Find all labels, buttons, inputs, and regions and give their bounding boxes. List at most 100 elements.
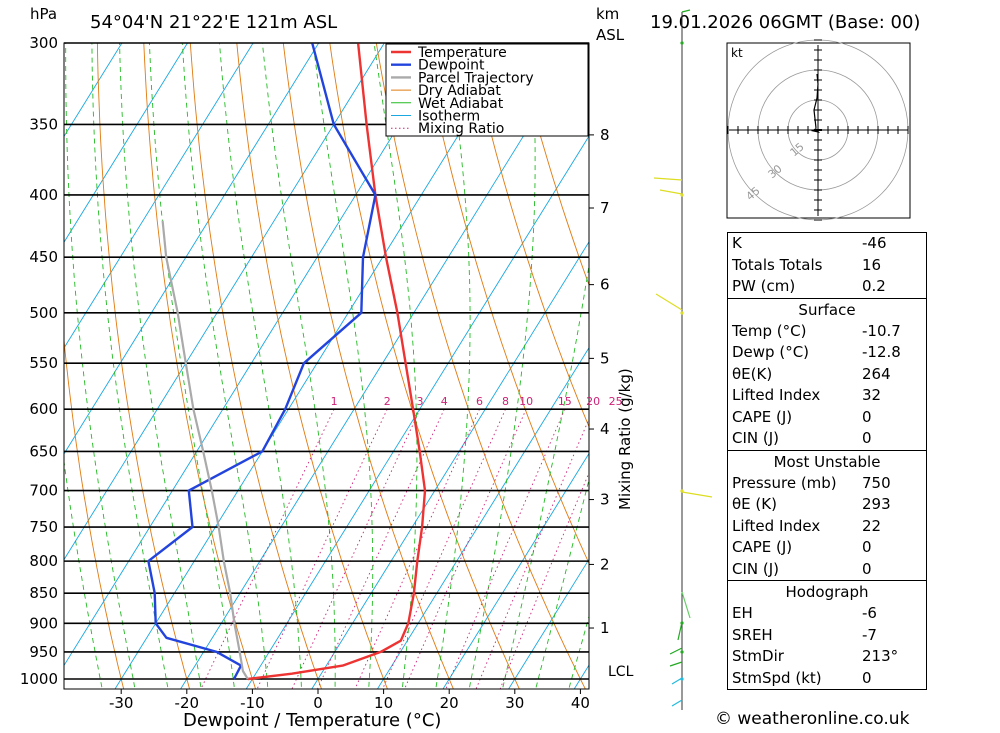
wet-adiabat-line (568, 614, 589, 689)
surface-row: θE(K) 264 (728, 364, 926, 386)
km-tick-label: 2 (600, 555, 610, 573)
mixing-ratio-label: 3 (417, 395, 424, 408)
surface-label: θE(K) (732, 364, 773, 383)
surface-row: Dewp (°C) -12.8 (728, 342, 926, 364)
mixing-ratio-label: 8 (502, 395, 509, 408)
km-tick-label: 4 (600, 420, 610, 438)
surface-label: Dewp (°C) (732, 343, 810, 361)
mixing-ratio-line (200, 409, 335, 689)
isotherm-line (245, 135, 589, 689)
km-tick-label: 7 (600, 199, 610, 217)
mixing-ratio-line (291, 409, 421, 689)
most-unstable-row: CIN (J) 0 (728, 559, 926, 581)
index-row: Totals Totals 16 (728, 255, 926, 277)
most-unstable-value: 0 (862, 538, 872, 556)
most-unstable-value: 750 (862, 473, 891, 492)
mixing-ratio-line (475, 417, 589, 689)
km-tick-label: 8 (600, 126, 610, 144)
index-label: K (732, 234, 742, 252)
index-row: PW (cm) 0.2 (728, 276, 926, 298)
mixing-ratio-line (256, 409, 388, 689)
wet-adiabat-line (181, 43, 269, 689)
location-title: 54°04'N 21°22'E 121m ASL (90, 12, 337, 33)
surface-value: -12.8 (862, 343, 901, 361)
most-unstable-row: θE (K) 293 (728, 494, 926, 516)
isotherm-line (64, 43, 123, 138)
pressure-tick-label: 650 (29, 442, 58, 460)
wet-adiabat-line (312, 43, 374, 689)
most-unstable-row: Pressure (mb) 750 (728, 473, 926, 495)
hodograph-stat-value: -6 (862, 604, 877, 622)
isotherm-line (64, 43, 254, 349)
km-unit-label: km (596, 5, 619, 23)
hodograph-stat-label: StmSpd (kt) (732, 668, 822, 687)
hodograph-table-title: Hodograph (785, 583, 869, 601)
surface-label: CIN (J) (732, 429, 780, 447)
most-unstable-label: θE (K) (732, 495, 777, 513)
dry-adiabat-line (236, 43, 388, 689)
dry-adiabat-line (96, 43, 191, 689)
pressure-tick-label: 500 (29, 304, 58, 322)
parcel-trajectory-line (161, 220, 249, 680)
hodograph: kt 15 30 45 (726, 39, 911, 221)
mixing-ratio-label: 15 (558, 395, 572, 408)
hodograph-stat-value: -7 (862, 625, 877, 644)
mixing-ratio-line (499, 471, 589, 689)
legend-label: Dry Adiabat (418, 83, 501, 99)
surface-value: 0 (862, 429, 872, 447)
km-tick-label: 5 (600, 349, 610, 367)
wind-profile (653, 9, 713, 710)
surface-row: Lifted Index 32 (728, 385, 926, 407)
hodograph-stat-label: StmDir (732, 647, 784, 665)
most-unstable-value: 293 (862, 495, 891, 513)
wet-adiabat-line (119, 43, 202, 689)
index-value: 0.2 (862, 277, 886, 295)
surface-row: CAPE (J) 0 (728, 407, 926, 429)
mixing-ratio-line (445, 409, 566, 689)
pressure-tick-label: 850 (29, 584, 58, 602)
most-unstable-title: Most Unstable (773, 452, 881, 471)
surface-label: Lifted Index (732, 386, 821, 404)
asl-unit-label: ASL (596, 26, 625, 44)
index-value: -46 (862, 234, 887, 252)
temp-tick-label: 30 (505, 694, 524, 712)
hpa-unit-label: hPa (30, 5, 57, 23)
legend-label: Isotherm (418, 109, 480, 125)
temp-tick-label: -10 (240, 694, 265, 712)
temp-tick-label: -20 (175, 694, 200, 712)
isotherm-line (64, 43, 320, 455)
hodograph-stat-row: SREH -7 (728, 625, 926, 647)
x-axis-title: Dewpoint / Temperature (°C) (183, 710, 441, 731)
pressure-tick-label: 750 (29, 518, 58, 536)
pressure-tick-label: 700 (29, 482, 58, 500)
surface-value: 0 (862, 407, 872, 426)
dry-adiabat-line (143, 43, 257, 689)
hodograph-stat-row: StmDir 213° (728, 646, 926, 668)
mixing-ratio-label: 2 (384, 395, 391, 408)
wet-adiabat-line (373, 43, 418, 689)
pressure-tick-label: 400 (29, 186, 58, 204)
isotherm-line (508, 558, 589, 689)
temp-tick-label: 20 (440, 694, 459, 712)
most-unstable-label: CIN (J) (732, 559, 780, 578)
mixing-ratio-label: 6 (476, 395, 483, 408)
index-value: 16 (862, 255, 882, 274)
surface-value: -10.7 (862, 321, 901, 340)
pressure-tick-label: 600 (29, 400, 58, 418)
legend-label: Parcel Trajectory (418, 70, 534, 86)
isotherm-line (64, 43, 385, 561)
surface-value: 32 (862, 386, 882, 404)
mixing-ratio-label: 20 (586, 395, 600, 408)
most-unstable-label: Pressure (mb) (732, 473, 837, 492)
most-unstable-value: 0 (862, 559, 872, 578)
isotherm-line (0, 0, 25, 705)
temp-tick-label: 0 (313, 694, 323, 712)
isotherm-line (64, 43, 189, 244)
mixing-ratio-line (404, 409, 527, 689)
hodograph-stat-row: EH -6 (728, 603, 926, 625)
wet-adiabat-line (435, 43, 471, 689)
dewpoint-line (147, 43, 377, 680)
surface-label: Temp (°C) (732, 321, 807, 340)
